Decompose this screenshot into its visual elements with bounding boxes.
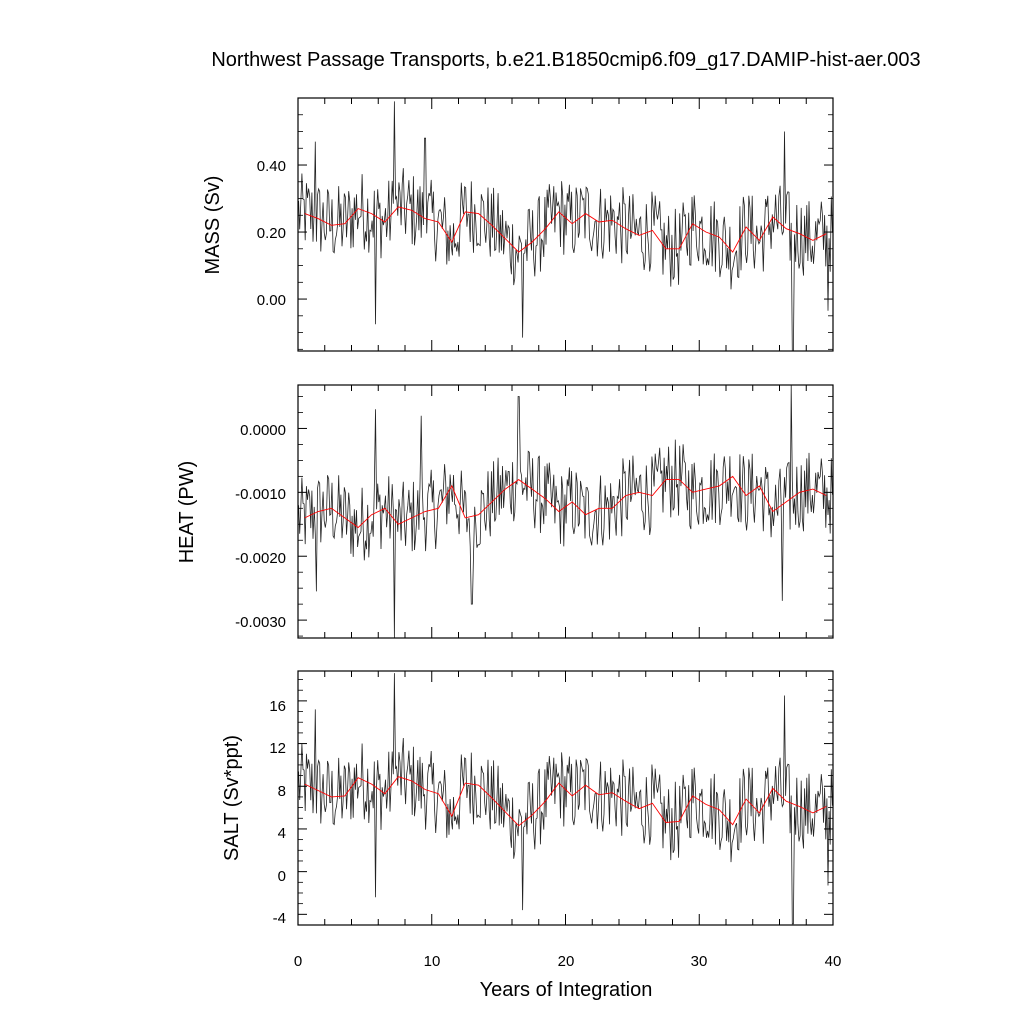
salt-annual-mean-series (304, 776, 827, 827)
x-tick-label: 10 (424, 953, 441, 970)
heat-y-tick-label: -0.0010 (235, 486, 286, 503)
x-tick-label: 20 (558, 953, 575, 970)
heat-monthly-series (298, 384, 833, 639)
salt-y-axis-label: SALT (Sv*ppt) (221, 735, 243, 861)
salt-y-tick-label: -4 (273, 910, 286, 927)
salt-monthly-series (298, 673, 833, 925)
mass-y-tick-label: 0.40 (257, 158, 286, 175)
salt-panel: SALT (Sv*ppt) 16 12 8 4 0 -4 (221, 670, 834, 927)
x-tick-label: 0 (294, 953, 302, 970)
heat-y-tick-label: -0.0020 (235, 550, 286, 567)
mass-y-axis-label: MASS (Sv) (202, 176, 224, 275)
heat-y-tick-label: 0.0000 (240, 422, 286, 439)
salt-y-tick-label: 0 (278, 868, 286, 885)
x-tick-label: 30 (691, 953, 708, 970)
heat-panel: HEAT (PW) 0.0000 -0.0010 -0.0020 -0.0030 (176, 384, 834, 639)
heat-y-axis-label: HEAT (PW) (176, 461, 198, 564)
x-axis-label: Years of Integration (480, 979, 653, 1001)
x-tick-label: 40 (825, 953, 842, 970)
mass-y-tick-label: 0.20 (257, 225, 286, 242)
salt-y-tick-label: 12 (269, 740, 286, 757)
heat-annual-mean-series (304, 475, 827, 529)
mass-monthly-series (298, 101, 833, 352)
salt-y-tick-label: 16 (269, 698, 286, 715)
x-axis: 0 10 20 30 40 Years of Integration (294, 953, 842, 1001)
mass-annual-mean-series (304, 206, 827, 253)
chart-title: Northwest Passage Transports, b.e21.B185… (211, 49, 920, 71)
mass-y-tick-label: 0.00 (257, 292, 286, 309)
heat-y-tick-label: -0.0030 (235, 614, 286, 631)
mass-panel: MASS (Sv) 0.40 0.20 0.00 (202, 97, 834, 352)
salt-y-tick-label: 4 (278, 825, 286, 842)
salt-y-tick-label: 8 (278, 783, 286, 800)
